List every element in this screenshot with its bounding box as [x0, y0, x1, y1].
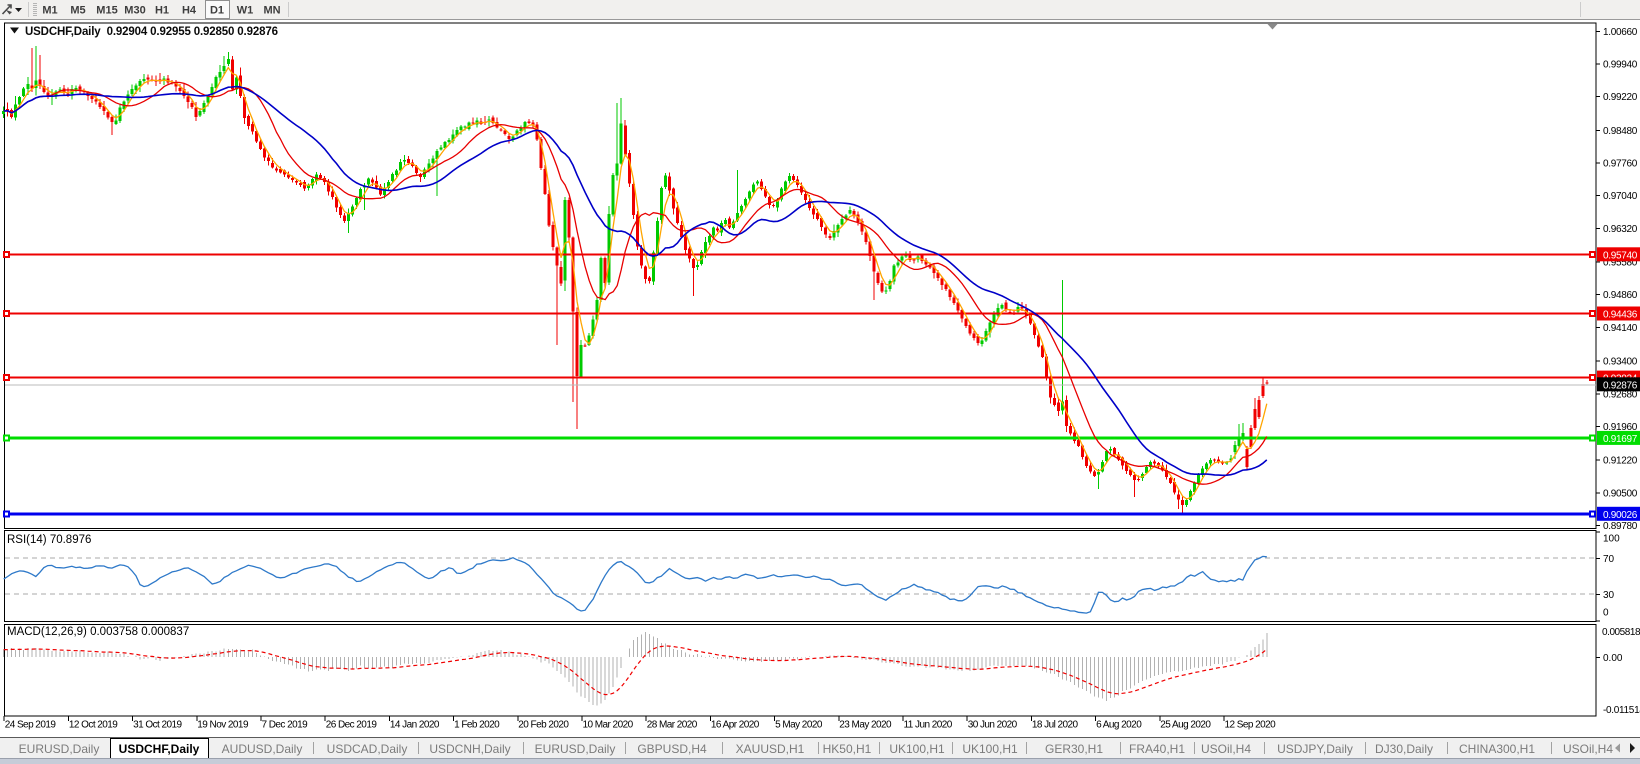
svg-text:28 Mar 2020: 28 Mar 2020 — [647, 720, 698, 731]
svg-text:31 Oct 2019: 31 Oct 2019 — [133, 720, 182, 731]
svg-text:5 May 2020: 5 May 2020 — [775, 720, 823, 731]
svg-text:0.99940: 0.99940 — [1603, 60, 1638, 71]
svg-text:7 Dec 2019: 7 Dec 2019 — [262, 720, 309, 731]
svg-text:H4: H4 — [182, 5, 197, 17]
svg-text:0.93400: 0.93400 — [1603, 357, 1638, 368]
svg-text:EURUSD,Daily: EURUSD,Daily — [535, 742, 616, 756]
svg-text:0.00: 0.00 — [1603, 653, 1623, 664]
svg-text:EURUSD,Daily: EURUSD,Daily — [19, 742, 100, 756]
svg-text:UK100,H1: UK100,H1 — [889, 742, 945, 756]
svg-text:6 Aug 2020: 6 Aug 2020 — [1096, 720, 1142, 731]
svg-text:0.99220: 0.99220 — [1603, 92, 1638, 103]
svg-text:0.97760: 0.97760 — [1603, 159, 1638, 170]
svg-text:0.91220: 0.91220 — [1603, 456, 1638, 467]
svg-text:10 Mar 2020: 10 Mar 2020 — [583, 720, 634, 731]
svg-text:12 Oct 2019: 12 Oct 2019 — [69, 720, 118, 731]
svg-text:100: 100 — [1603, 534, 1620, 545]
svg-text:0.94436: 0.94436 — [1603, 310, 1638, 321]
svg-text:FRA40,H1: FRA40,H1 — [1129, 742, 1185, 756]
svg-text:USDCHF,Daily: USDCHF,Daily — [119, 742, 200, 756]
svg-text:11 Jun 2020: 11 Jun 2020 — [904, 720, 953, 731]
svg-text:12 Sep 2020: 12 Sep 2020 — [1225, 720, 1277, 731]
svg-text:HK50,H1: HK50,H1 — [823, 742, 872, 756]
svg-text:D1: D1 — [210, 5, 224, 17]
svg-text:18 Jul 2020: 18 Jul 2020 — [1032, 720, 1079, 731]
svg-text:USDCAD,Daily: USDCAD,Daily — [327, 742, 408, 756]
svg-text:H1: H1 — [155, 5, 169, 17]
svg-text:26 Dec 2019: 26 Dec 2019 — [326, 720, 378, 731]
svg-text:0.91697: 0.91697 — [1603, 434, 1638, 445]
svg-text:0.95740: 0.95740 — [1603, 250, 1638, 261]
svg-text:GER30,H1: GER30,H1 — [1045, 742, 1103, 756]
svg-text:RSI(14) 70.8976: RSI(14) 70.8976 — [7, 534, 91, 546]
svg-text:XAUUSD,H1: XAUUSD,H1 — [736, 742, 805, 756]
svg-text:0.97040: 0.97040 — [1603, 191, 1638, 202]
svg-text:70: 70 — [1603, 554, 1615, 565]
svg-text:0.005818: 0.005818 — [1602, 627, 1640, 638]
svg-text:M30: M30 — [124, 5, 145, 17]
svg-text:23 May 2020: 23 May 2020 — [839, 720, 892, 731]
svg-text:0.94860: 0.94860 — [1603, 290, 1638, 301]
svg-text:1.00660: 1.00660 — [1603, 27, 1638, 38]
svg-text:0.92680: 0.92680 — [1603, 389, 1638, 400]
svg-text:0.96320: 0.96320 — [1603, 224, 1638, 235]
svg-text:AUDUSD,Daily: AUDUSD,Daily — [222, 742, 303, 756]
svg-text:USDJPY,Daily: USDJPY,Daily — [1277, 742, 1353, 756]
svg-text:UK100,H1: UK100,H1 — [962, 742, 1018, 756]
svg-text:0.89780: 0.89780 — [1603, 521, 1638, 532]
svg-text:25 Aug 2020: 25 Aug 2020 — [1160, 720, 1211, 731]
svg-text:1 Feb 2020: 1 Feb 2020 — [454, 720, 500, 731]
svg-text:0: 0 — [1603, 608, 1609, 619]
svg-text:16 Apr 2020: 16 Apr 2020 — [711, 720, 760, 731]
svg-text:USDCNH,Daily: USDCNH,Daily — [429, 742, 510, 756]
svg-text:GBPUSD,H4: GBPUSD,H4 — [637, 742, 707, 756]
svg-text:19 Nov 2019: 19 Nov 2019 — [197, 720, 249, 731]
svg-text:0.91960: 0.91960 — [1603, 422, 1638, 433]
svg-text:0.92876: 0.92876 — [1603, 380, 1638, 391]
svg-text:24 Sep 2019: 24 Sep 2019 — [5, 720, 57, 731]
svg-text:30 Jun 2020: 30 Jun 2020 — [968, 720, 1018, 731]
svg-text:14 Jan 2020: 14 Jan 2020 — [390, 720, 440, 731]
svg-text:MN: MN — [263, 5, 280, 17]
svg-text:W1: W1 — [237, 5, 254, 17]
svg-text:USDCHF,Daily 0.92904 0.92955: USDCHF,Daily 0.92904 0.92955 0.92850 0.9… — [25, 26, 278, 38]
svg-text:0.90500: 0.90500 — [1603, 488, 1638, 499]
svg-text:USOil,H4: USOil,H4 — [1563, 742, 1613, 756]
svg-text:30: 30 — [1603, 590, 1615, 601]
svg-text:M5: M5 — [70, 5, 85, 17]
svg-text:USOil,H4: USOil,H4 — [1201, 742, 1251, 756]
svg-text:0.90026: 0.90026 — [1603, 510, 1638, 521]
svg-text:DJ30,Daily: DJ30,Daily — [1375, 742, 1433, 756]
svg-text:M1: M1 — [42, 5, 57, 17]
svg-text:CHINA300,H1: CHINA300,H1 — [1459, 742, 1535, 756]
svg-text:MACD(12,26,9) 0.003758 0.00083: MACD(12,26,9) 0.003758 0.000837 — [7, 626, 189, 638]
svg-text:0.95580: 0.95580 — [1603, 258, 1638, 269]
svg-text:0.94140: 0.94140 — [1603, 323, 1638, 334]
svg-text:-0.011514: -0.011514 — [1603, 705, 1640, 716]
svg-text:0.98480: 0.98480 — [1603, 126, 1638, 137]
svg-text:M15: M15 — [96, 5, 117, 17]
svg-text:20 Feb 2020: 20 Feb 2020 — [518, 720, 569, 731]
